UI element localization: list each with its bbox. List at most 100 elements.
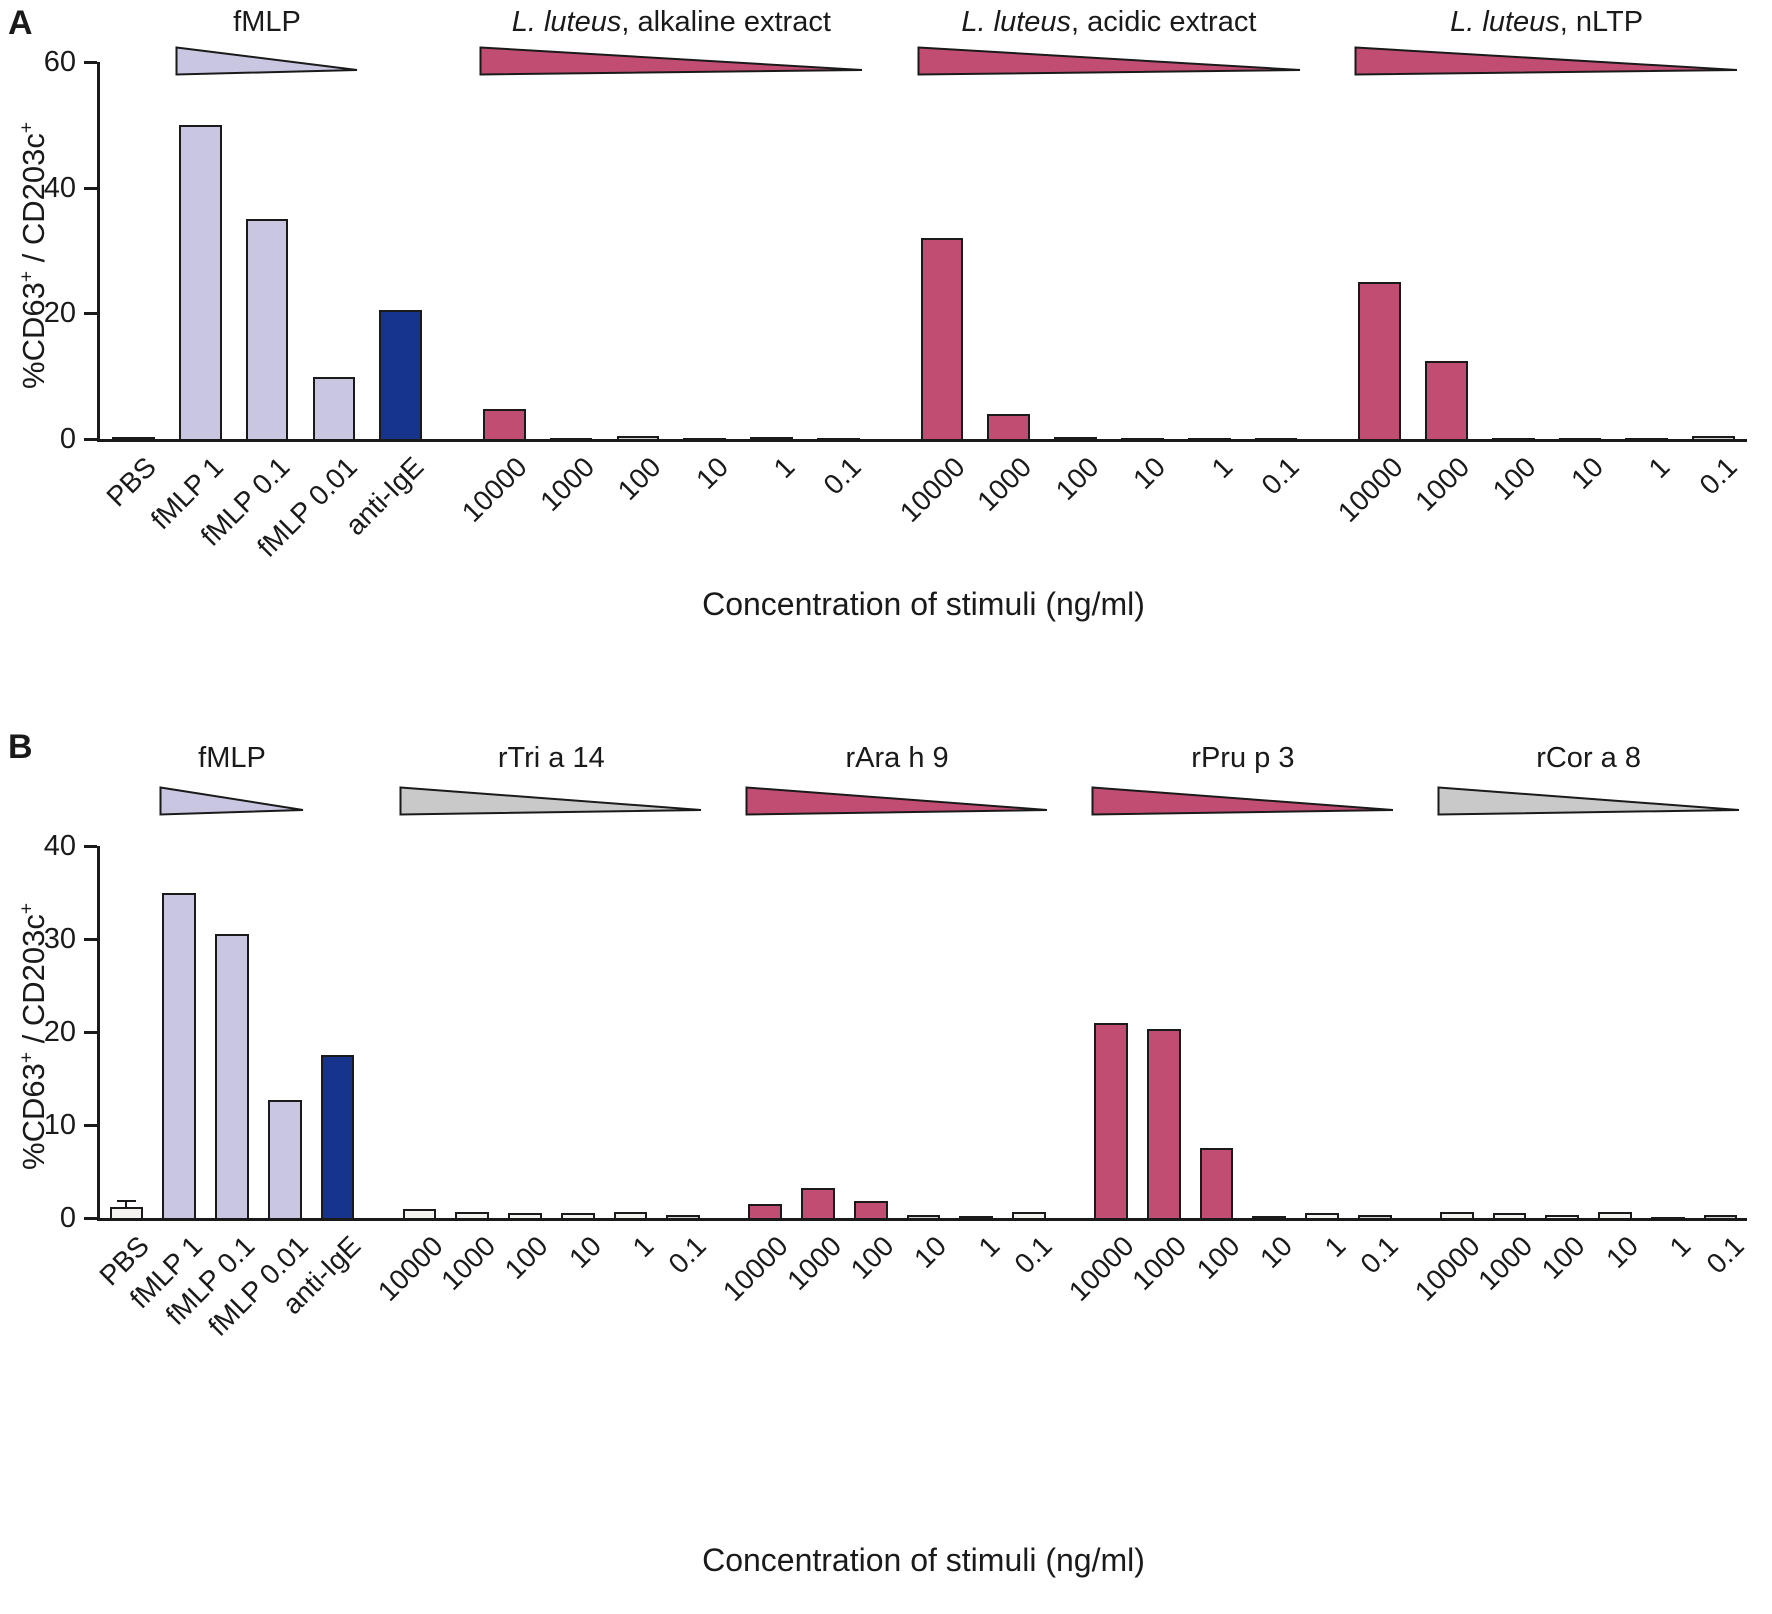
group-label-text: rAra h 9 xyxy=(845,742,949,774)
y-axis-title-part: / CD203c xyxy=(16,132,51,271)
y-axis-title-part: %CD63 xyxy=(16,281,51,389)
x-tick-label-text: 1000 xyxy=(1126,1230,1193,1296)
bar-1000 xyxy=(1492,1213,1527,1219)
group-label-l-luteus-acidic-extract: L. luteus, acidic extract xyxy=(961,6,1256,39)
x-tick-label-text: 1 xyxy=(1318,1230,1352,1263)
x-tick-label-text: 1 xyxy=(1205,451,1239,484)
x-tick-label-text: 0.1 xyxy=(1693,451,1743,501)
y-tick-label: 0 xyxy=(59,423,76,455)
group-label-text: rTri a 14 xyxy=(497,742,605,774)
x-tick-label-text: 10 xyxy=(908,1230,953,1274)
gradient-triangle-shape xyxy=(745,786,1048,816)
y-tick-label: 0 xyxy=(59,1202,76,1234)
bar-1000 xyxy=(549,437,593,440)
bar-1 xyxy=(1650,1217,1685,1220)
gradient-triangle xyxy=(1091,786,1395,816)
bar-10000 xyxy=(920,237,964,439)
gradient-triangle-shape xyxy=(1091,786,1393,816)
group-label-controls: fMLP xyxy=(233,6,301,39)
bar-1 xyxy=(1625,438,1669,441)
x-tick-label-text: 10000 xyxy=(1062,1230,1140,1307)
gradient-triangle xyxy=(399,786,703,816)
gradient-triangle-shape xyxy=(1437,786,1739,816)
bar-anti-ige xyxy=(320,1055,355,1219)
bar-10 xyxy=(1252,1216,1287,1219)
y-tick-mark xyxy=(84,312,97,316)
bar-1 xyxy=(613,1212,648,1218)
bar-0.1 xyxy=(666,1215,701,1218)
x-tick-label-text: 1000 xyxy=(1472,1230,1539,1296)
x-tick-label-text: 10000 xyxy=(893,451,971,528)
bar-1000 xyxy=(987,413,1031,439)
x-tick-label-text: 100 xyxy=(611,451,667,506)
y-axis-title-part: + xyxy=(16,902,38,915)
panel-b: B 0 10 20 30 40 %CD63+ / CD203c+ PBS fMLP 1 fMLP… xyxy=(0,706,1772,1614)
y-tick-mark xyxy=(84,61,97,64)
x-tick-label-text: 1000 xyxy=(780,1230,847,1296)
bar-fmlp-1 xyxy=(162,892,197,1218)
panel-b-letter: B xyxy=(8,728,33,766)
y-axis-title: %CD63+ / CD203c+ xyxy=(16,903,52,1170)
y-axis-title-part: / CD203c xyxy=(16,914,51,1052)
gradient-triangle xyxy=(159,786,305,816)
x-tick-label-text: 10 xyxy=(1254,1230,1299,1274)
x-tick-label-text: 10000 xyxy=(371,1230,449,1307)
x-tick-label-text: 0.1 xyxy=(1354,1230,1404,1280)
group-label-species: L. luteus xyxy=(961,6,1072,38)
x-tick-label-text: 100 xyxy=(1049,451,1105,506)
y-tick-mark xyxy=(84,845,97,848)
y-tick-mark xyxy=(84,186,97,190)
bar-10 xyxy=(683,438,727,441)
bar-pbs xyxy=(112,437,155,440)
x-tick-label-text: 1000 xyxy=(1409,451,1476,517)
group-label-species: L. luteus xyxy=(1450,6,1560,38)
gradient-triangle xyxy=(175,46,359,76)
bar-10000 xyxy=(748,1204,782,1218)
y-axis-title-part: + xyxy=(16,1051,38,1064)
gradient-triangle-shape xyxy=(479,46,862,76)
x-tick-label-text: 10000 xyxy=(1331,451,1409,528)
x-tick-label-text: 100 xyxy=(498,1230,554,1285)
x-axis xyxy=(97,1218,1747,1221)
bar-1 xyxy=(750,437,793,440)
bar-10000 xyxy=(1094,1022,1128,1218)
bar-10 xyxy=(1558,437,1602,440)
x-tick-label-text: 10 xyxy=(1599,1230,1644,1274)
group-label-l-luteus-alkaline-extract: L. luteus, alkaline extract xyxy=(512,6,831,39)
y-axis xyxy=(97,62,100,442)
bar-0.1 xyxy=(1254,438,1298,441)
x-tick-label-text: 100 xyxy=(1536,1230,1592,1285)
bar-10000 xyxy=(1358,281,1401,439)
error-bar xyxy=(125,1201,128,1207)
x-tick-label-text: 10 xyxy=(1127,451,1172,495)
gradient-triangle xyxy=(1354,46,1739,76)
x-tick-label-text: 1000 xyxy=(533,451,600,517)
y-axis xyxy=(97,846,100,1221)
bar-0.1 xyxy=(1692,435,1735,439)
bar-fmlp-1 xyxy=(178,124,222,439)
x-tick-label-text: 1 xyxy=(767,451,801,484)
x-tick-label-text: 100 xyxy=(1190,1230,1246,1285)
group-label-rara-h-9: rAra h 9 xyxy=(846,742,949,775)
group-label-text: , acidic extract xyxy=(1071,6,1257,38)
y-tick-label: 10 xyxy=(43,1109,76,1141)
y-axis-title-part: + xyxy=(16,270,38,282)
bar-1 xyxy=(959,1216,994,1219)
group-label-text: fMLP xyxy=(233,6,301,38)
x-tick-label-text: 1 xyxy=(972,1230,1006,1263)
y-tick-mark xyxy=(84,1124,97,1127)
bar-pbs xyxy=(109,1206,144,1218)
x-tick-label-text: 0.1 xyxy=(1255,451,1305,501)
bar-1 xyxy=(1187,438,1231,441)
panel-a-letter: A xyxy=(8,4,33,42)
bar-100 xyxy=(1199,1148,1234,1219)
group-label-rcor-a-8: rCor a 8 xyxy=(1536,742,1641,775)
bar-1000 xyxy=(1424,360,1468,439)
group-label-text: rCor a 8 xyxy=(1536,742,1641,774)
bar-100 xyxy=(508,1213,542,1219)
bar-10000 xyxy=(402,1208,437,1218)
bar-fmlp-0.1 xyxy=(215,934,249,1218)
group-label-l-luteus-nltp: L. luteus, nLTP xyxy=(1450,6,1643,39)
gradient-triangle-shape xyxy=(175,46,357,76)
y-tick-mark xyxy=(84,438,97,441)
